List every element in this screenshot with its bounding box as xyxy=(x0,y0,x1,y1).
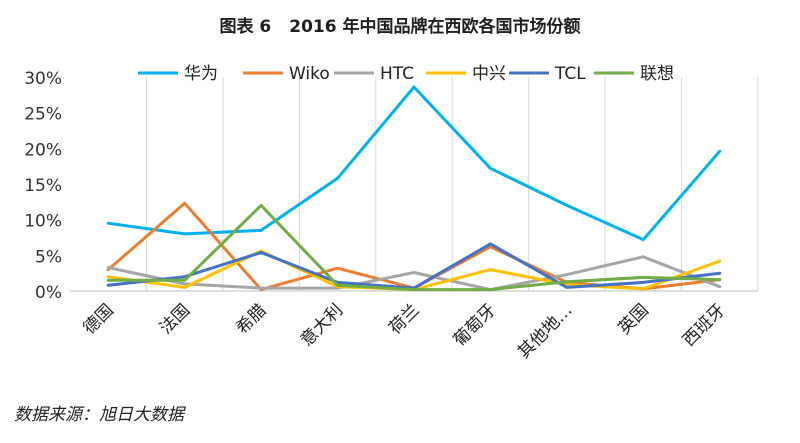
x-tick-label: 希腊 xyxy=(232,300,270,338)
x-tick-label: 其他地… xyxy=(514,300,576,362)
data-source-note: 数据来源：旭日大数据 xyxy=(14,405,184,425)
x-tick-label: 英国 xyxy=(615,300,653,338)
legend-label: TCL xyxy=(554,64,586,84)
legend-label: HTC xyxy=(380,64,414,84)
title-prefix: 图表 6 xyxy=(219,17,272,37)
chart-title: 图表 6 2016 年中国品牌在西欧各国市场份额 xyxy=(0,12,800,37)
series-line xyxy=(106,203,722,292)
x-tick-label: 西班牙 xyxy=(679,300,729,350)
series-line xyxy=(106,255,722,292)
x-tick-label: 德国 xyxy=(80,300,118,338)
series-line xyxy=(106,85,722,242)
x-tick-label: 葡萄牙 xyxy=(450,300,500,350)
y-tick-label: 10% xyxy=(24,212,62,232)
x-tick-label: 意大利 xyxy=(297,300,347,350)
legend-label: 华为 xyxy=(184,64,218,84)
line-chart: 0% 5% 10% 15% 20% 25% 30% 德国 法国 希腊 意大利 荷兰 葡萄牙 其他地… 英国西… xyxy=(24,64,759,363)
legend-label: 中兴 xyxy=(472,64,506,84)
title-text: 2016 年中国品牌在西欧各国市场份额 xyxy=(289,17,581,37)
y-tick-label: 5% xyxy=(35,247,62,267)
legend-label: Wiko xyxy=(289,64,330,84)
y-tick-label: 30% xyxy=(24,69,62,89)
y-tick-label: 25% xyxy=(24,105,62,125)
y-tick-label: 15% xyxy=(24,176,62,196)
x-tick-label: 法国 xyxy=(156,300,194,338)
series-line xyxy=(106,201,722,292)
x-tick-label: 荷兰 xyxy=(385,300,423,338)
y-tick-label: 0% xyxy=(35,283,62,303)
legend-label: 联想 xyxy=(640,64,674,84)
y-tick-label: 20% xyxy=(24,140,62,160)
